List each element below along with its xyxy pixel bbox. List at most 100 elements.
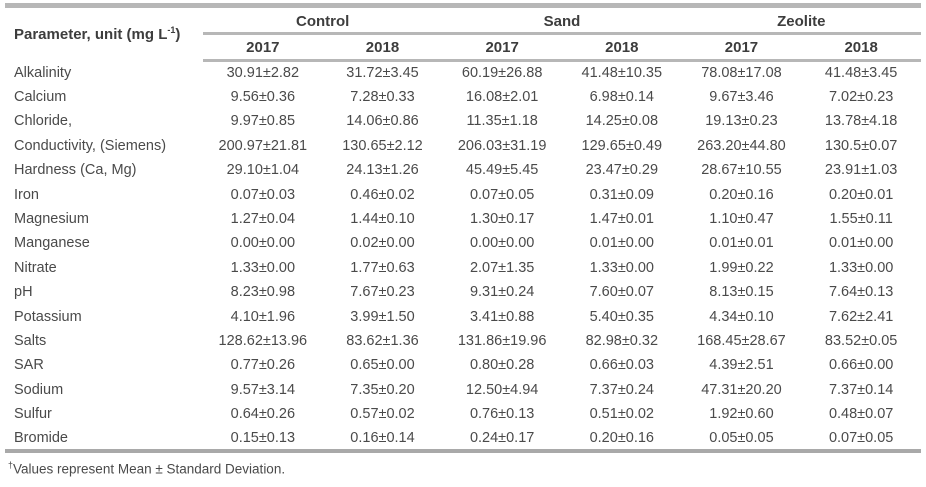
- value-cell: 0.15±0.13: [230, 429, 296, 446]
- value-cell: 0.02±0.00: [350, 235, 415, 252]
- value-cell: 4.10±1.96: [230, 308, 296, 325]
- value-cell: 9.56±0.36: [230, 89, 296, 106]
- value-cell: 7.37±0.14: [828, 381, 894, 398]
- value-cell: 4.34±0.10: [709, 308, 774, 325]
- value-cell: 1.33±0.00: [828, 259, 894, 276]
- table-row: Alkalinity 30.91±2.82 31.72±3.45 60.19±26.8…: [5, 61, 921, 85]
- value-cell: 0.05±0.05: [709, 429, 774, 446]
- value-cell: 200.97±21.81: [218, 137, 308, 154]
- value-cell: 7.62±2.41: [828, 308, 894, 325]
- value-cell: 45.49±5.45: [465, 162, 539, 179]
- value-cell: 0.01±0.01: [709, 235, 774, 252]
- footnote-text: Values represent Mean ± Standard Deviati…: [13, 461, 286, 477]
- value-cell: 263.20±44.80: [697, 137, 786, 154]
- table-row: pH 8.23±0.98 7.67±0.23 9.31±0.24 7.60±0.07 8.…: [5, 280, 921, 304]
- value-cell: 24.13±1.26: [346, 162, 419, 179]
- value-cell: 0.77±0.26: [230, 357, 296, 374]
- table-row: Manganese 0.00±0.00 0.02±0.00 0.00±0.00 0.01…: [5, 231, 921, 255]
- value-cell: 7.35±0.20: [350, 381, 415, 398]
- value-cell: 7.37±0.24: [589, 381, 654, 398]
- value-cell: 9.57±3.14: [230, 381, 296, 398]
- year-header-sand-2018: 2018: [561, 33, 682, 62]
- value-cell: 0.66±0.03: [589, 357, 654, 374]
- value-cell: 6.98±0.14: [589, 89, 654, 106]
- value-cell: 0.20±0.16: [709, 186, 774, 203]
- value-cell: 4.39±2.51: [709, 357, 774, 374]
- table-row: Magnesium 1.27±0.04 1.44±0.10 1.30±0.17 1.47…: [5, 207, 921, 231]
- parameter-column-header: Parameter, unit (mg L-1): [5, 6, 203, 61]
- value-cell: 0.07±0.05: [469, 186, 535, 203]
- value-cell: 0.66±0.00: [828, 357, 894, 374]
- value-cell: 19.13±0.23: [705, 113, 778, 130]
- table-row: Iron 0.07±0.03 0.46±0.02 0.07±0.05 0.31±0.09…: [5, 182, 921, 206]
- value-cell: 0.00±0.00: [469, 235, 535, 252]
- year-header-zeolite-2018: 2018: [801, 33, 921, 62]
- parameters-table: Parameter, unit (mg L-1) Control Sand Ze…: [5, 3, 921, 453]
- value-cell: 0.16±0.14: [350, 429, 415, 446]
- value-cell: 1.33±0.00: [230, 259, 296, 276]
- value-cell: 0.76±0.13: [469, 406, 535, 423]
- table-row: Bromide 0.15±0.13 0.16±0.14 0.24±0.17 0.20±0…: [5, 426, 921, 450]
- footnote-dagger-marker: †: [8, 459, 14, 470]
- value-cell: 1.33±0.00: [589, 259, 654, 276]
- parameter-cell: Salts: [14, 332, 47, 349]
- value-cell: 11.35±1.18: [466, 113, 538, 130]
- parameter-cell: Conductivity, (Siemens): [14, 137, 167, 154]
- parameter-cell: Hardness (Ca, Mg): [14, 162, 137, 179]
- value-cell: 8.13±0.15: [709, 284, 774, 301]
- value-cell: 83.52±0.05: [824, 332, 898, 349]
- value-cell: 13.78±4.18: [824, 113, 898, 130]
- table-row: Hardness (Ca, Mg) 29.10±1.04 24.13±1.26 45.…: [5, 158, 921, 182]
- value-cell: 1.27±0.04: [230, 211, 296, 228]
- table-row: Sulfur 0.64±0.26 0.57±0.02 0.76±0.13 0.51±0.…: [5, 402, 921, 426]
- value-cell: 9.31±0.24: [469, 284, 535, 301]
- table-row: Salts 128.62±13.96 83.62±1.36 131.86±19.96 8…: [5, 329, 921, 353]
- value-cell: 0.57±0.02: [350, 406, 415, 423]
- group-header-control: Control: [203, 5, 443, 35]
- value-cell: 60.19±26.88: [461, 65, 543, 82]
- table-body: Alkalinity 30.91±2.82 31.72±3.45 60.19±26.8…: [5, 61, 921, 451]
- value-cell: 0.51±0.02: [589, 406, 654, 423]
- parameter-cell: Chloride,: [14, 113, 73, 130]
- value-cell: 1.55±0.11: [829, 211, 893, 228]
- value-cell: 41.48±3.45: [824, 65, 898, 82]
- value-cell: 3.41±0.88: [469, 308, 535, 325]
- value-cell: 41.48±10.35: [581, 65, 663, 82]
- year-header-control-2017: 2017: [203, 33, 323, 62]
- value-cell: 1.99±0.22: [709, 259, 774, 276]
- value-cell: 16.08±2.01: [465, 89, 539, 106]
- value-cell: 7.28±0.33: [350, 89, 415, 106]
- value-cell: 7.02±0.23: [828, 89, 894, 106]
- value-cell: 0.24±0.17: [469, 429, 535, 446]
- value-cell: 12.50±4.94: [465, 381, 539, 398]
- value-cell: 206.03±31.19: [457, 137, 547, 154]
- group-header-row: Parameter, unit (mg L-1) Control Sand Ze…: [5, 5, 921, 43]
- table-row: Nitrate 1.33±0.00 1.77±0.63 2.07±1.35 1.33±0…: [5, 256, 921, 280]
- value-cell: 29.10±1.04: [226, 162, 300, 179]
- parameter-header-text: Parameter, unit (mg L: [14, 26, 168, 44]
- parameter-cell: Sodium: [14, 381, 64, 398]
- value-cell: 7.64±0.13: [828, 284, 894, 301]
- value-cell: 0.48±0.07: [828, 406, 894, 423]
- value-cell: 0.31±0.09: [589, 186, 654, 203]
- value-cell: 131.86±19.96: [457, 332, 547, 349]
- value-cell: 3.99±1.50: [350, 308, 415, 325]
- value-cell: 23.47±0.29: [585, 162, 659, 179]
- value-cell: 30.91±2.82: [226, 65, 300, 82]
- parameter-cell: Bromide: [14, 429, 68, 446]
- value-cell: 0.64±0.26: [230, 406, 296, 423]
- value-cell: 7.67±0.23: [350, 284, 415, 301]
- value-cell: 0.07±0.03: [230, 186, 296, 203]
- table-row: Sodium 9.57±3.14 7.35±0.20 12.50±4.94 7.37±0…: [5, 378, 921, 402]
- value-cell: 78.08±17.08: [701, 65, 782, 82]
- value-cell: 1.10±0.47: [709, 211, 774, 228]
- table-row: Calcium 9.56±0.36 7.28±0.33 16.08±2.01 6.98±…: [5, 85, 921, 109]
- parameter-cell: SAR: [14, 357, 44, 374]
- value-cell: 0.00±0.00: [230, 235, 296, 252]
- value-cell: 23.91±1.03: [824, 162, 898, 179]
- value-cell: 0.01±0.00: [828, 235, 894, 252]
- value-cell: 82.98±0.32: [585, 332, 659, 349]
- value-cell: 2.07±1.35: [469, 259, 535, 276]
- value-cell: 1.30±0.17: [469, 211, 535, 228]
- value-cell: 0.46±0.02: [350, 186, 415, 203]
